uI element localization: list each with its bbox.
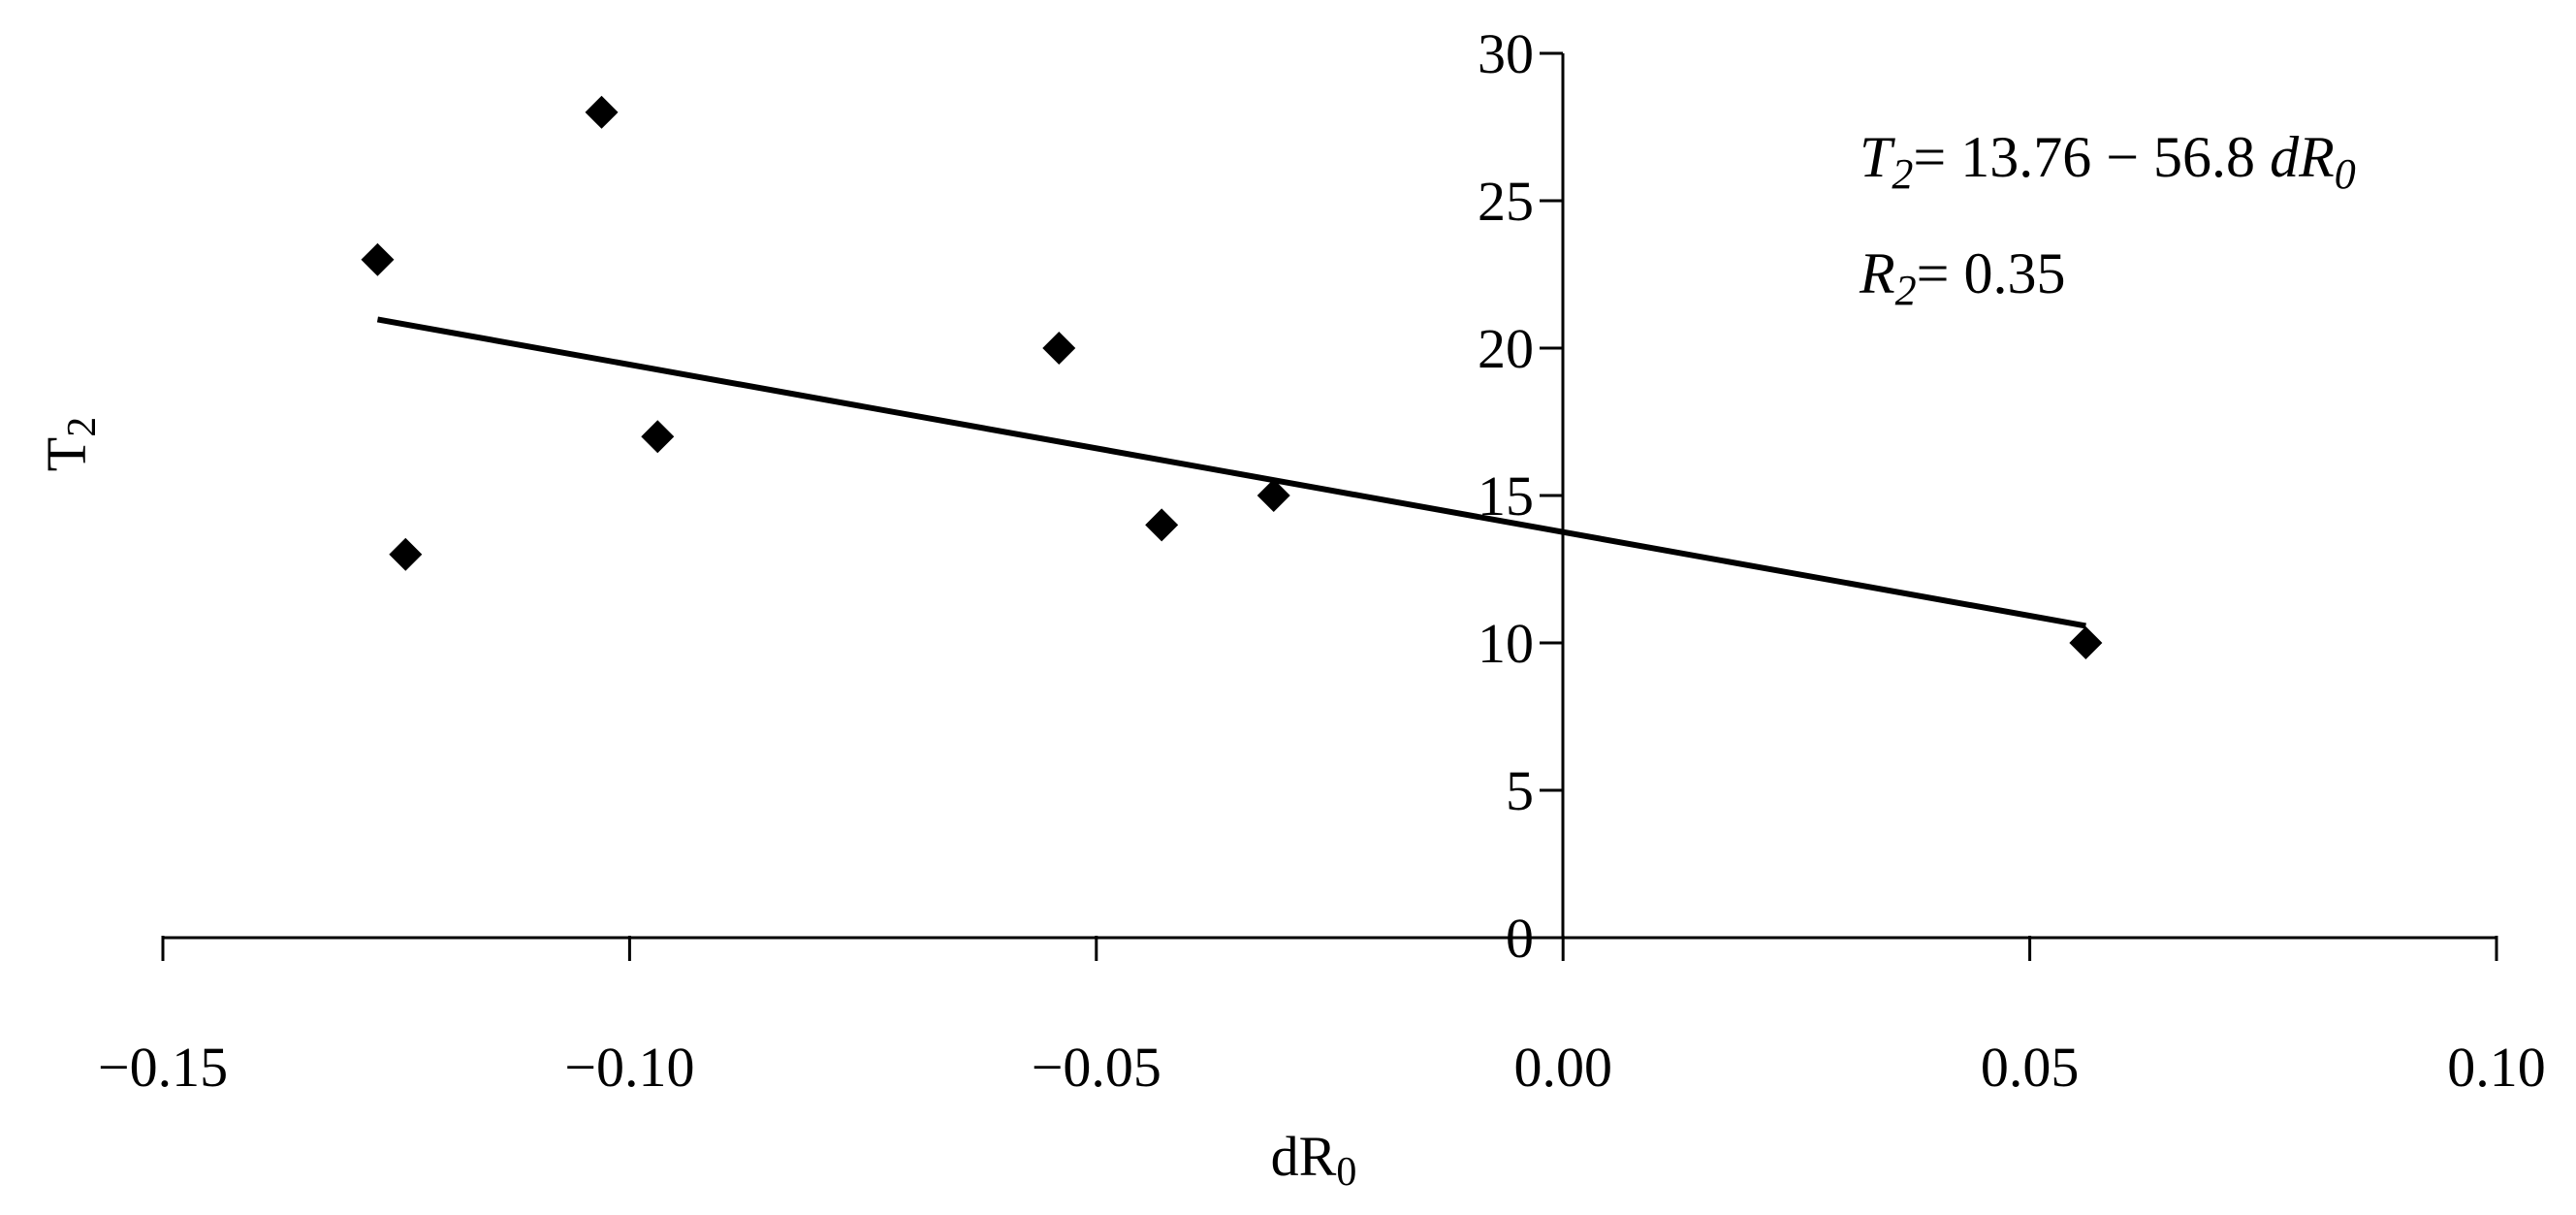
y-tick-label: 30 bbox=[1478, 22, 1534, 85]
data-points bbox=[361, 95, 2103, 659]
r-squared-annotation: R2= 0.35 bbox=[1859, 241, 2066, 314]
data-point bbox=[1145, 508, 1179, 542]
x-axis-ticks: −0.15 −0.10 −0.05 0.00 0.05 0.10 bbox=[98, 936, 2546, 1099]
y-tick-label: 25 bbox=[1478, 170, 1534, 233]
trendline-equation: T2= 13.76 − 56.8 dR0 bbox=[1860, 125, 2356, 198]
data-point bbox=[1256, 479, 1290, 512]
data-point bbox=[585, 95, 619, 129]
trendline bbox=[376, 316, 2086, 629]
x-tick-label: −0.05 bbox=[1032, 1036, 1161, 1099]
y-tick-label: 10 bbox=[1478, 612, 1534, 675]
x-tick-label: 0.10 bbox=[2447, 1036, 2546, 1099]
y-axis-label: T2 bbox=[35, 417, 105, 471]
trendline-group bbox=[376, 316, 2086, 629]
x-tick-label: 0.05 bbox=[1981, 1036, 2080, 1099]
y-tick-label: 20 bbox=[1478, 317, 1534, 380]
x-tick-label: −0.15 bbox=[98, 1036, 228, 1099]
x-axis-label: dR0 bbox=[1271, 1125, 1357, 1195]
data-point bbox=[389, 537, 423, 571]
data-point bbox=[641, 420, 675, 454]
x-tick-label: 0.00 bbox=[1513, 1036, 1612, 1099]
y-tick-label: 5 bbox=[1506, 759, 1534, 822]
data-point bbox=[361, 242, 395, 276]
data-point bbox=[2069, 626, 2103, 659]
y-tick-label: 0 bbox=[1506, 907, 1534, 970]
x-tick-label: −0.10 bbox=[564, 1036, 694, 1099]
data-point bbox=[1042, 332, 1076, 365]
